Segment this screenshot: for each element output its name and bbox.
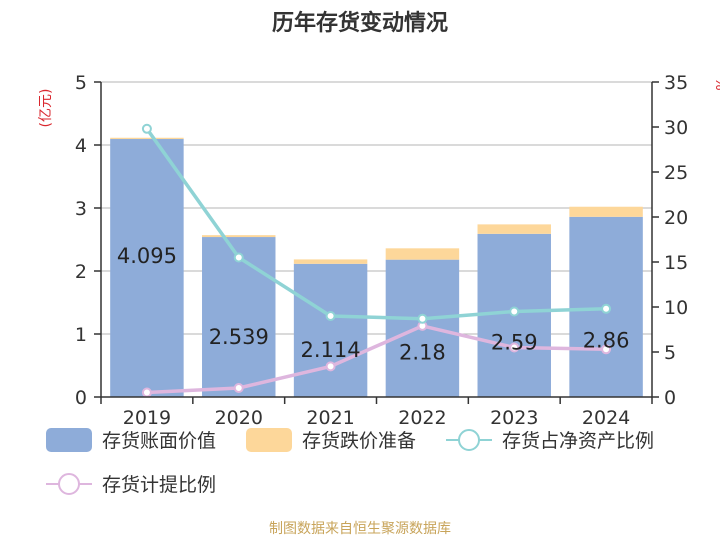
y-right-unit: %	[712, 77, 720, 90]
chart-title: 历年存货变动情况	[272, 10, 448, 36]
bar-value-label: 2.539	[209, 325, 269, 349]
x-tick-label: 2022	[398, 407, 446, 429]
legend-label: 存货计提比例	[102, 474, 216, 496]
point-provision-ratio	[601, 344, 612, 355]
legend-label: 存货跌价准备	[302, 430, 416, 452]
data-source: 制图数据来自恒生聚源数据库	[269, 521, 451, 537]
y-right-tick-label: 5	[664, 342, 676, 364]
gridlines	[101, 81, 652, 335]
bar-book-value	[202, 237, 276, 397]
legend-label: 存货账面价值	[102, 430, 216, 452]
bar-impairment	[202, 235, 276, 238]
point-provision-ratio	[233, 383, 244, 393]
y-right-tick-label: 30	[664, 117, 688, 139]
point-provision-ratio	[325, 361, 336, 372]
bar-book-value	[110, 139, 184, 397]
bar-value-label: 2.59	[491, 331, 538, 355]
x-tick-label: 2023	[490, 407, 538, 429]
point-net-asset-ratio	[417, 313, 428, 324]
bar-labels: 4.095 2.539 2.114 2.18 2.59 2.86	[117, 244, 630, 365]
y-left-tick-label: 0	[75, 387, 87, 409]
point-net-asset-ratio	[141, 123, 152, 134]
y-left-tick-label: 1	[75, 324, 87, 346]
point-net-asset-ratio	[233, 252, 244, 263]
bar-book-value	[293, 263, 368, 397]
y-right-tick-label: 0	[664, 387, 676, 409]
bar-value-label: 4.095	[117, 244, 177, 268]
y-left-tick-label: 5	[75, 72, 87, 94]
x-tick-label: 2024	[582, 407, 630, 429]
bar-value-label: 2.18	[399, 341, 446, 365]
bar-impairment	[569, 206, 643, 217]
y-right-tick-label: 35	[664, 72, 688, 94]
x-tick-label: 2019	[123, 407, 171, 429]
y-right-tick-label: 10	[664, 297, 688, 319]
legend-marker	[458, 429, 480, 451]
bar-impairment	[110, 137, 184, 140]
bars	[110, 137, 643, 397]
bar-impairment	[477, 224, 551, 234]
legend-swatch	[46, 428, 92, 452]
line-provision-ratio	[146, 324, 607, 395]
y-left-tick-label: 4	[75, 135, 87, 157]
y-left-tick-label: 3	[75, 198, 87, 220]
x-tick-label: 2020	[215, 407, 263, 429]
point-net-asset-ratio	[601, 303, 612, 314]
bar-impairment	[293, 259, 368, 264]
point-provision-ratio	[141, 387, 152, 398]
point-provision-ratio	[509, 342, 520, 353]
lines	[141, 123, 612, 398]
x-tick-label: 2021	[306, 407, 354, 429]
y-left-tick-label: 2	[75, 261, 87, 283]
y-right-tick-label: 20	[664, 207, 688, 229]
bar-impairment	[385, 248, 460, 260]
bar-value-label: 2.114	[301, 338, 361, 362]
axes: 0 1 2 3 4 5 0 5 10 15 20 25 30 35 2019 2020 2021 2022 2023…	[75, 72, 688, 429]
bar-value-label: 2.86	[583, 328, 630, 352]
line-net-asset-ratio	[145, 127, 607, 321]
legend-swatch	[246, 428, 292, 452]
y-right-tick-label: 25	[664, 162, 688, 184]
legend-label: 存货占净资产比例	[502, 430, 654, 452]
point-net-asset-ratio	[509, 306, 520, 317]
y-right-tick-label: 15	[664, 252, 688, 274]
legend-marker	[58, 473, 80, 495]
y-left-unit: (亿元)	[38, 89, 54, 128]
point-net-asset-ratio	[325, 311, 336, 321]
